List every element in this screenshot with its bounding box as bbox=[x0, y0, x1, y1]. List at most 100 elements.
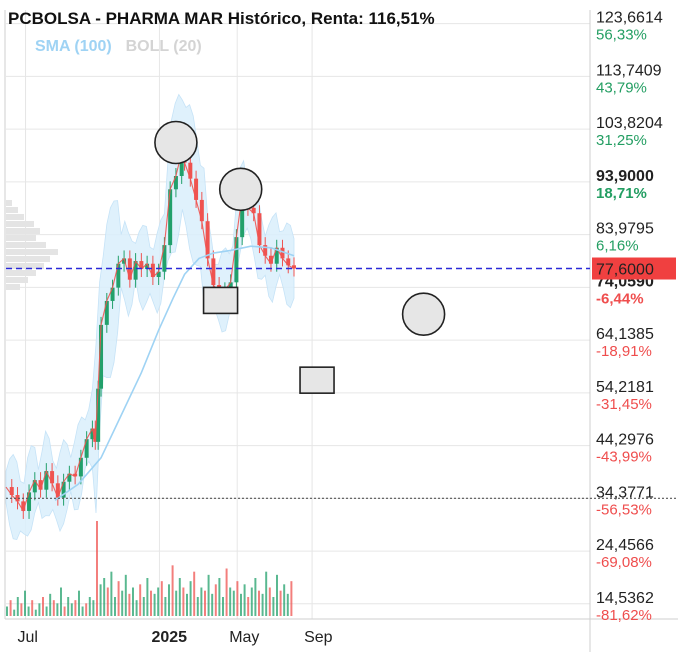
volume-bar-64 bbox=[236, 581, 239, 616]
volume-bar-28 bbox=[106, 587, 109, 616]
y-tick-pct-3: 18,71% bbox=[596, 185, 647, 202]
volume-bar-78 bbox=[286, 593, 289, 616]
volume-bar-79 bbox=[290, 581, 293, 616]
volume-bar-26 bbox=[99, 584, 102, 616]
volume-profile-bar-12 bbox=[6, 284, 20, 290]
volume-bar-4 bbox=[20, 603, 23, 616]
price-candle-29 bbox=[162, 245, 167, 272]
volume-bar-77 bbox=[283, 584, 286, 616]
volume-bar-46 bbox=[171, 565, 174, 616]
y-tick-pct-7: -31,45% bbox=[596, 396, 652, 413]
volume-bar-76 bbox=[279, 590, 282, 616]
x-tick-label-2: May bbox=[229, 629, 259, 646]
volume-profile-bar-10 bbox=[6, 270, 36, 276]
volume-profile-bar-5 bbox=[6, 235, 36, 241]
y-tick-pct-11: -81,62% bbox=[596, 607, 652, 624]
volume-bar-67 bbox=[247, 597, 250, 616]
volume-bar-19 bbox=[74, 600, 77, 616]
volume-bar-1 bbox=[9, 600, 12, 616]
price-candle-6 bbox=[38, 480, 43, 490]
volume-bar-5 bbox=[24, 590, 26, 616]
y-tick-price-8: 44,2976 bbox=[596, 432, 654, 449]
x-tick-label-0: Jul bbox=[18, 629, 38, 646]
volume-bar-2 bbox=[13, 609, 16, 616]
price-candle-43 bbox=[240, 194, 245, 238]
price-candle-36 bbox=[199, 199, 204, 222]
price-candle-48 bbox=[268, 255, 273, 264]
annotation-circle-3 bbox=[401, 292, 446, 337]
volume-bar-10 bbox=[42, 597, 44, 616]
price-candle-24 bbox=[133, 261, 138, 280]
y-tick-price-6: 64,1385 bbox=[596, 326, 654, 343]
volume-bar-21 bbox=[81, 606, 84, 616]
volume-bar-71 bbox=[261, 593, 264, 616]
volume-bar-72 bbox=[265, 571, 268, 616]
y-tick-pct-2: 31,25% bbox=[596, 132, 647, 149]
x-tick-label-3: Sep bbox=[304, 629, 333, 646]
price-candle-49 bbox=[274, 247, 279, 264]
volume-bar-62 bbox=[229, 587, 232, 616]
volume-profile-bar-8 bbox=[6, 256, 50, 262]
price-candle-25 bbox=[139, 261, 144, 270]
price-candle-3 bbox=[21, 501, 26, 511]
volume-bar-69 bbox=[254, 578, 257, 616]
volume-bar-8 bbox=[34, 609, 37, 616]
volume-bar-73 bbox=[268, 587, 271, 616]
y-tick-price-10: 24,4566 bbox=[596, 537, 654, 554]
volume-bar-3 bbox=[16, 597, 19, 616]
price-candle-37 bbox=[205, 221, 210, 259]
y-tick-price-0: 123,6614 bbox=[596, 10, 663, 27]
legend-entry-1: BOLL (20) bbox=[126, 38, 202, 55]
price-candle-10 bbox=[61, 481, 66, 498]
volume-bar-52 bbox=[193, 571, 196, 616]
annotation-rect-4 bbox=[299, 366, 335, 394]
volume-bar-74 bbox=[272, 597, 275, 616]
price-candle-52 bbox=[292, 265, 296, 269]
volume-bar-75 bbox=[276, 574, 278, 616]
volume-bar-25 bbox=[96, 521, 98, 616]
volume-bar-54 bbox=[200, 587, 203, 616]
price-candle-13 bbox=[78, 457, 83, 477]
volume-bar-57 bbox=[211, 593, 214, 616]
price-candle-46 bbox=[257, 213, 262, 246]
sma-line bbox=[54, 245, 295, 501]
volume-bar-43 bbox=[160, 581, 163, 616]
price-candle-5 bbox=[32, 480, 37, 493]
volume-profile-bar-11 bbox=[6, 277, 28, 283]
x-tick-label-1: 2025 bbox=[151, 629, 187, 646]
y-tick-price-7: 54,2181 bbox=[596, 379, 654, 396]
y-tick-price-3: 93,9000 bbox=[596, 168, 654, 185]
volume-bar-48 bbox=[178, 578, 181, 616]
price-candle-18 bbox=[99, 324, 104, 389]
volume-profile bbox=[6, 200, 58, 290]
y-tick-pct-5: -6,44% bbox=[596, 290, 644, 307]
volume-bar-31 bbox=[117, 581, 120, 616]
drawing-annotations bbox=[154, 120, 446, 394]
price-candle-51 bbox=[286, 258, 291, 266]
volume-bar-59 bbox=[218, 578, 221, 616]
volume-bar-63 bbox=[232, 590, 235, 616]
y-tick-pct-10: -69,08% bbox=[596, 554, 652, 571]
price-candle-14 bbox=[84, 439, 89, 458]
volume-profile-bar-6 bbox=[6, 242, 46, 248]
volume-bar-45 bbox=[168, 584, 170, 616]
price-candle-20 bbox=[110, 287, 115, 301]
price-candle-32 bbox=[179, 152, 184, 176]
volume-bar-33 bbox=[124, 574, 127, 616]
volume-bar-0 bbox=[6, 606, 8, 616]
volume-bar-14 bbox=[56, 603, 59, 616]
volume-bar-9 bbox=[38, 603, 41, 616]
volume-bar-12 bbox=[49, 593, 52, 616]
y-tick-pct-6: -18,91% bbox=[596, 343, 652, 360]
volume-bar-70 bbox=[258, 590, 260, 616]
indicator-legend: SMA (100) BOLL (20) bbox=[35, 38, 202, 55]
price-candle-17 bbox=[96, 388, 101, 442]
y-tick-pct-0: 56,33% bbox=[596, 27, 647, 44]
volume-bar-51 bbox=[189, 581, 192, 616]
volume-bar-11 bbox=[45, 606, 48, 616]
annotation-rect-2 bbox=[202, 286, 239, 315]
legend-entry-0: SMA (100) bbox=[35, 38, 112, 55]
x-axis: Jul 2025 May Sep bbox=[18, 629, 333, 646]
price-candle-50 bbox=[280, 247, 285, 259]
volume-profile-bar-7 bbox=[6, 249, 58, 255]
